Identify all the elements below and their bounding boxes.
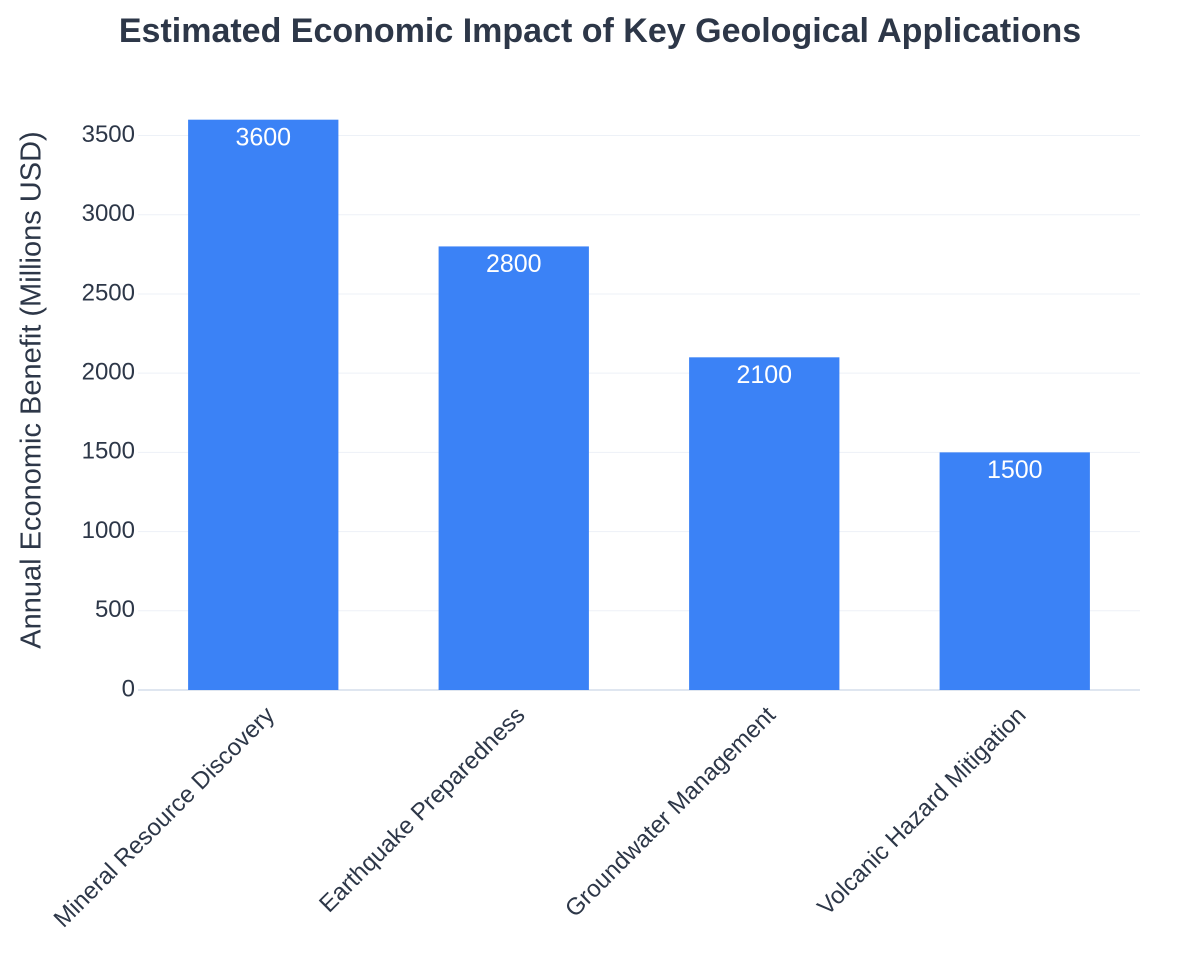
y-tick-label: 500	[95, 596, 135, 623]
y-tick-label: 2500	[82, 279, 135, 306]
x-tick-label: Groundwater Management	[560, 701, 781, 922]
value-label: 1500	[987, 456, 1043, 484]
y-tick-label: 0	[122, 675, 135, 702]
x-tick-label: Volcanic Hazard Mitigation	[812, 702, 1031, 921]
y-tick-label: 1500	[82, 438, 135, 465]
y-tick-label: 3000	[82, 200, 135, 227]
y-axis-title: Annual Economic Benefit (Millions USD)	[16, 131, 48, 648]
bar	[939, 452, 1090, 690]
bar	[188, 119, 339, 691]
chart-title: Estimated Economic Impact of Key Geologi…	[119, 12, 1081, 50]
bar	[438, 246, 589, 690]
value-label: 2100	[736, 361, 792, 389]
y-tick-label: 3500	[82, 121, 135, 148]
bar	[689, 357, 840, 690]
value-label: 3600	[235, 123, 291, 151]
y-tick-label: 2000	[82, 359, 135, 386]
x-tick-label: Earthquake Preparedness	[314, 702, 530, 918]
value-label: 2800	[486, 250, 542, 278]
x-tick-label: Mineral Resource Discovery	[49, 702, 280, 933]
y-tick-label: 1000	[82, 517, 135, 544]
